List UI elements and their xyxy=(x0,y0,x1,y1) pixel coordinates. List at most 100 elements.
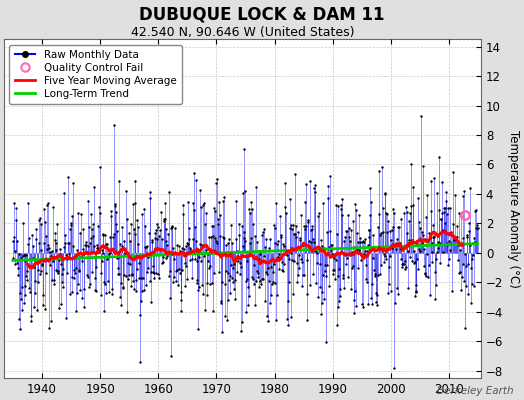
Point xyxy=(344,212,352,218)
Text: DUBUQUE LOCK & DAM 11: DUBUQUE LOCK & DAM 11 xyxy=(139,6,385,24)
Point xyxy=(28,262,36,269)
Point xyxy=(292,260,301,266)
Point xyxy=(320,296,329,302)
Point xyxy=(440,209,449,215)
Point xyxy=(432,282,440,288)
Point xyxy=(132,288,140,294)
Point xyxy=(48,204,57,211)
Point xyxy=(368,300,376,307)
Point xyxy=(105,251,113,257)
Point xyxy=(212,180,221,187)
Point xyxy=(72,264,81,271)
Point xyxy=(250,302,259,308)
Point xyxy=(63,174,72,180)
Point xyxy=(114,271,123,278)
Point xyxy=(393,285,401,292)
Point xyxy=(310,238,318,245)
Point xyxy=(400,209,409,216)
Point xyxy=(387,287,396,294)
Point xyxy=(335,266,343,272)
Point xyxy=(21,292,30,299)
Point xyxy=(290,231,298,238)
Point xyxy=(389,209,398,216)
Point xyxy=(258,232,267,238)
Point xyxy=(202,209,211,216)
Point xyxy=(84,273,92,280)
Point xyxy=(215,198,223,205)
Point xyxy=(199,291,207,298)
Point xyxy=(20,283,29,290)
Point xyxy=(450,236,458,243)
Point xyxy=(83,250,91,256)
Point xyxy=(392,236,401,242)
Point xyxy=(161,200,169,206)
Point xyxy=(53,268,62,274)
Point xyxy=(124,260,132,266)
Point xyxy=(56,246,64,252)
Point xyxy=(230,261,238,267)
Point xyxy=(274,238,282,244)
Point xyxy=(385,281,393,288)
Point xyxy=(11,260,19,267)
Point xyxy=(292,234,301,240)
Point xyxy=(422,192,431,198)
Point xyxy=(421,273,430,279)
Point xyxy=(188,275,196,281)
Point xyxy=(121,250,129,256)
Point xyxy=(467,281,476,288)
Point xyxy=(51,266,60,273)
Point xyxy=(434,245,442,251)
Point xyxy=(107,208,115,215)
Point xyxy=(79,226,88,232)
Point xyxy=(66,226,74,232)
Point xyxy=(244,302,252,309)
Point xyxy=(170,274,179,280)
Point xyxy=(405,218,413,224)
Point xyxy=(251,232,259,239)
Point xyxy=(26,289,34,295)
Point xyxy=(118,224,126,230)
Point xyxy=(282,210,290,216)
Point xyxy=(411,293,419,299)
Point xyxy=(215,232,224,239)
Point xyxy=(319,200,328,206)
Point xyxy=(313,249,321,256)
Point xyxy=(180,250,189,257)
Point xyxy=(331,257,340,263)
Point xyxy=(314,210,323,216)
Point xyxy=(175,265,183,272)
Point xyxy=(394,224,402,230)
Point xyxy=(154,271,162,278)
Point xyxy=(407,202,415,209)
Point xyxy=(177,308,185,314)
Point xyxy=(235,221,243,227)
Point xyxy=(138,275,147,281)
Point xyxy=(111,201,119,208)
Point xyxy=(463,234,472,240)
Point xyxy=(430,174,438,181)
Point xyxy=(180,246,188,252)
Point xyxy=(243,276,252,282)
Point xyxy=(124,276,133,282)
Point xyxy=(452,235,460,242)
Point xyxy=(137,275,145,281)
Point xyxy=(38,261,46,267)
Point xyxy=(352,303,360,310)
Point xyxy=(130,286,138,293)
Point xyxy=(12,205,20,211)
Point xyxy=(275,266,283,272)
Point xyxy=(426,292,434,299)
Point xyxy=(315,261,324,267)
Point xyxy=(218,278,226,285)
Point xyxy=(428,259,436,266)
Point xyxy=(211,208,220,215)
Point xyxy=(379,259,388,266)
Point xyxy=(165,273,173,279)
Point xyxy=(365,234,374,240)
Point xyxy=(187,249,195,255)
Point xyxy=(403,209,411,215)
Point xyxy=(119,284,127,290)
Point xyxy=(263,313,271,319)
Point xyxy=(136,312,145,318)
Point xyxy=(266,300,275,306)
